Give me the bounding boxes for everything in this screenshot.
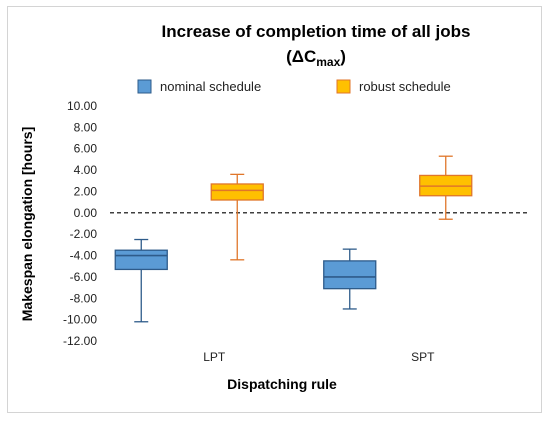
y-tick-label: 0.00 bbox=[74, 206, 98, 220]
y-tick-label: -6.00 bbox=[70, 270, 98, 284]
chart-title-line2: (ΔCmax) bbox=[286, 47, 346, 69]
iqr-box bbox=[114, 249, 168, 271]
chart-frame bbox=[7, 6, 542, 413]
legend-label-nominal: nominal schedule bbox=[160, 79, 261, 94]
y-tick-label: -2.00 bbox=[70, 227, 98, 241]
y-tick-label: 2.00 bbox=[74, 184, 98, 198]
chart-title-line1: Increase of completion time of all jobs bbox=[162, 22, 471, 41]
box-nominal-schedule-SPT bbox=[323, 248, 377, 310]
legend-swatch-nominal bbox=[137, 79, 152, 94]
title-delta-c: (ΔC bbox=[286, 47, 316, 66]
y-tick-label: -8.00 bbox=[70, 291, 98, 305]
legend-label-robust: robust schedule bbox=[359, 79, 451, 94]
box-robust-schedule-SPT bbox=[419, 155, 473, 220]
box-nominal-schedule-LPT bbox=[114, 238, 168, 323]
y-axis: 10.00 8.00 6.00 4.00 2.00 0.00 -2.00 -4.00 -6.00… bbox=[63, 99, 97, 348]
y-tick-label: 10.00 bbox=[67, 99, 97, 113]
x-tick-label: SPT bbox=[411, 350, 435, 364]
legend-swatch-robust bbox=[336, 79, 351, 94]
x-axis: LPT SPT bbox=[203, 350, 435, 364]
y-axis-label: Makespan elongation [hours] bbox=[19, 127, 35, 321]
plot-area bbox=[114, 155, 473, 323]
legend: nominal schedule robust schedule bbox=[137, 79, 451, 94]
iqr-box bbox=[210, 183, 264, 201]
y-tick-label: 8.00 bbox=[74, 120, 98, 134]
iqr-box bbox=[323, 260, 377, 290]
y-tick-label: 4.00 bbox=[74, 163, 98, 177]
y-tick-label: -4.00 bbox=[70, 249, 98, 263]
title-close-paren: ) bbox=[340, 47, 346, 66]
y-tick-label: -12.00 bbox=[63, 334, 97, 348]
y-tick-label: 6.00 bbox=[74, 142, 98, 156]
y-tick-label: -10.00 bbox=[63, 313, 97, 327]
title-subscript: max bbox=[316, 55, 340, 69]
x-tick-label: LPT bbox=[203, 350, 226, 364]
x-axis-label: Dispatching rule bbox=[227, 376, 337, 392]
box-robust-schedule-LPT bbox=[210, 173, 264, 261]
